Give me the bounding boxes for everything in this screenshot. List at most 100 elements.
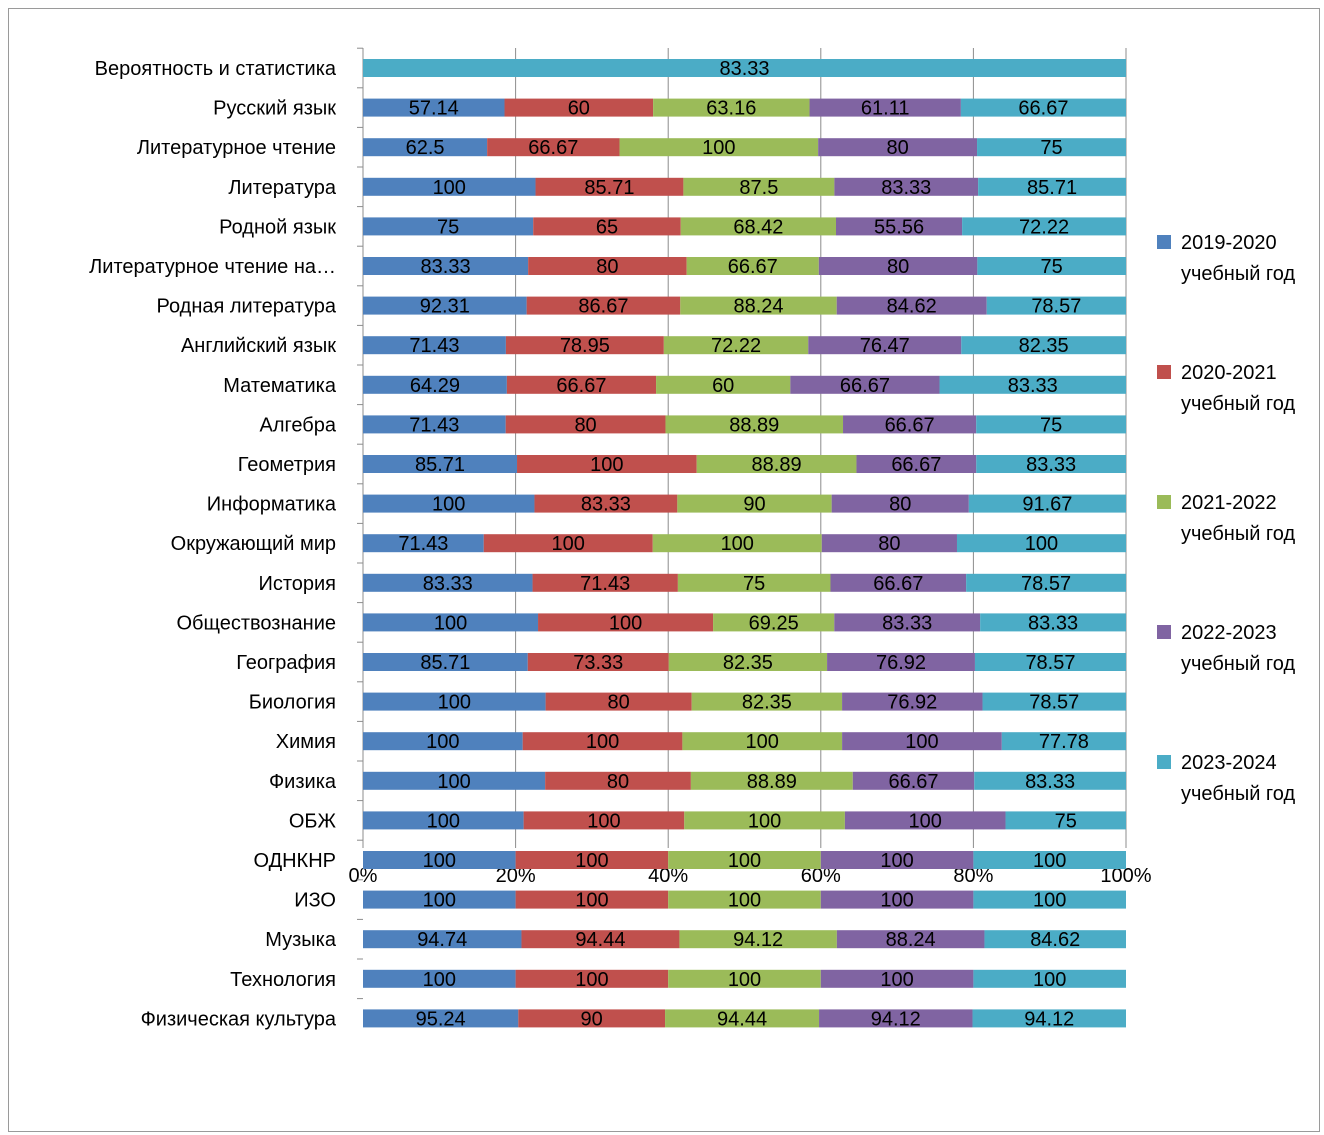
bar-segment xyxy=(843,415,977,434)
data-label: 72.22 xyxy=(1019,216,1069,238)
bar-segment xyxy=(363,969,516,988)
bar-segment xyxy=(818,257,978,275)
bar-segment xyxy=(483,534,653,553)
data-label: 64.29 xyxy=(410,375,460,397)
data-label: 100 xyxy=(1025,533,1058,555)
data-label: 100 xyxy=(746,731,779,753)
data-label: 100 xyxy=(728,850,761,872)
bar-segment xyxy=(974,653,1126,671)
data-label: 100 xyxy=(609,612,642,634)
bar-segment xyxy=(677,573,831,592)
data-label: 84.62 xyxy=(1030,929,1080,951)
bar-segment xyxy=(363,930,522,949)
data-label: 94.12 xyxy=(871,1008,921,1030)
category-label: Геометрия xyxy=(238,454,336,476)
data-label: 85.71 xyxy=(420,652,470,674)
category-label: Английский язык xyxy=(181,335,336,357)
data-label: 100 xyxy=(1033,969,1066,991)
bar-segment xyxy=(1005,811,1126,830)
data-label: 75 xyxy=(437,216,459,238)
category-label: ОДНКНР xyxy=(253,850,336,872)
category-label: История xyxy=(258,573,336,595)
bar-segment xyxy=(665,415,844,434)
bar-segment xyxy=(683,177,835,196)
data-label: 90 xyxy=(743,494,765,516)
category-label: Обществознание xyxy=(176,612,336,634)
bar-segment xyxy=(515,969,669,988)
bar-segment xyxy=(652,534,822,553)
data-label: 87.5 xyxy=(739,177,778,199)
data-label: 100 xyxy=(423,850,456,872)
x-tick-label: 40% xyxy=(648,865,688,887)
data-label: 100 xyxy=(586,731,619,753)
bar-segment xyxy=(691,692,843,711)
data-label: 82.35 xyxy=(1019,335,1069,357)
data-label: 66.67 xyxy=(1018,98,1068,120)
data-label: 75 xyxy=(1040,137,1062,159)
bar-segment xyxy=(962,217,1126,236)
bar-segment xyxy=(677,494,832,513)
data-label: 71.43 xyxy=(580,573,630,595)
data-label: 66.67 xyxy=(728,256,778,278)
category-label: Физическая культура xyxy=(141,1008,337,1030)
bar-segment xyxy=(363,217,534,236)
data-label: 100 xyxy=(728,890,761,912)
data-label: 100 xyxy=(434,612,467,634)
legend-label: учебный год xyxy=(1181,653,1295,675)
data-label: 60 xyxy=(712,375,734,397)
bar-segment xyxy=(827,653,975,671)
data-label: 69.25 xyxy=(749,612,799,634)
bar-segment xyxy=(968,494,1126,513)
bar-segment xyxy=(978,177,1126,196)
data-label: 71.43 xyxy=(398,533,448,555)
data-label: 75 xyxy=(1041,256,1063,278)
bar-segment xyxy=(852,771,975,790)
legend-label: учебный год xyxy=(1181,393,1295,415)
bar-segment xyxy=(668,969,821,988)
data-label: 61.11 xyxy=(861,98,910,120)
bar-segment xyxy=(656,375,791,394)
data-label: 80 xyxy=(607,771,629,793)
bar-segment xyxy=(856,455,977,473)
bar-segment xyxy=(820,890,974,909)
bar-segment xyxy=(363,811,524,830)
bar-segment xyxy=(834,613,981,632)
bar-segment xyxy=(684,811,845,830)
bar-segment xyxy=(680,217,837,236)
bar-segment xyxy=(505,336,664,355)
category-label: География xyxy=(236,652,336,674)
category-label: Литература xyxy=(228,177,336,199)
bar-segment xyxy=(527,653,669,671)
data-label: 100 xyxy=(880,850,913,872)
data-label: 94.12 xyxy=(733,929,783,951)
bar-segment xyxy=(821,534,957,553)
bar-segment xyxy=(526,296,681,315)
bar-segment xyxy=(966,573,1126,592)
data-label: 100 xyxy=(728,969,761,991)
data-label: 100 xyxy=(905,731,938,753)
data-label: 100 xyxy=(552,533,585,555)
data-label: 100 xyxy=(590,454,623,476)
data-label: 100 xyxy=(1033,890,1066,912)
category-label: Вероятность и статистика xyxy=(95,58,337,80)
bar-segment xyxy=(976,455,1126,473)
legend-label: 2020-2021 xyxy=(1181,362,1277,384)
bar-segment xyxy=(830,573,967,592)
data-label: 80 xyxy=(574,414,596,436)
bar-segment xyxy=(836,930,985,949)
bar-segment xyxy=(504,98,654,117)
bar-segment xyxy=(680,296,837,315)
data-label: 100 xyxy=(702,137,735,159)
bar-segment xyxy=(663,336,809,355)
data-label: 66.67 xyxy=(528,137,578,159)
data-label: 78.57 xyxy=(1025,652,1075,674)
data-label: 83.33 xyxy=(1028,612,1078,634)
data-label: 82.35 xyxy=(742,692,792,714)
data-label: 83.33 xyxy=(423,573,473,595)
category-label: Алгебра xyxy=(260,414,337,436)
data-label: 83.33 xyxy=(1026,454,1076,476)
bar-segment xyxy=(939,375,1126,394)
bar-segment xyxy=(518,1009,666,1028)
data-label: 100 xyxy=(575,850,608,872)
legend-label: 2019-2020 xyxy=(1181,232,1277,254)
